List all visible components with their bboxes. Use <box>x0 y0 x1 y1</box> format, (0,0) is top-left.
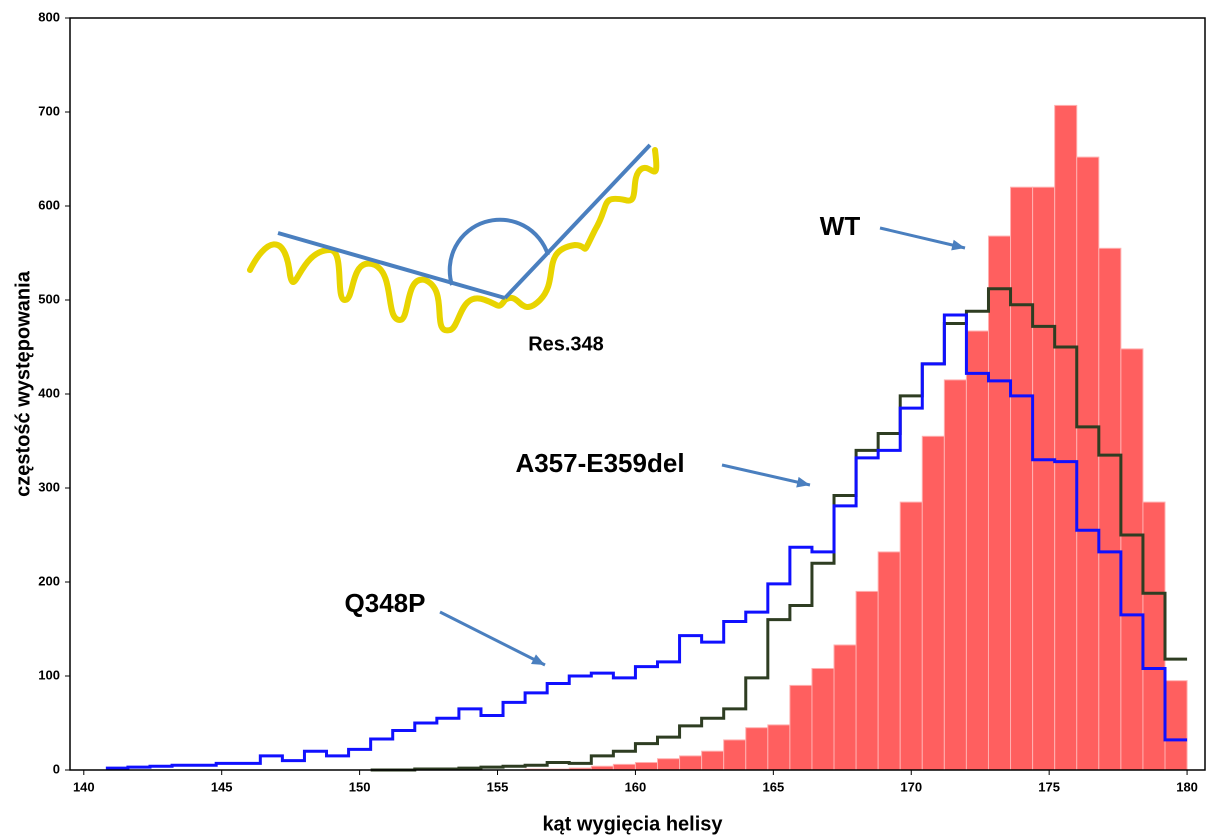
x-tick-label: 155 <box>487 779 509 794</box>
bar <box>1076 156 1100 771</box>
arrow-head <box>951 239 965 251</box>
inset-label: Res.348 <box>528 333 604 355</box>
plot-frame <box>69 17 1206 771</box>
x-tick-label: 145 <box>211 779 233 794</box>
bar <box>745 727 769 771</box>
x-tick-label: 175 <box>1038 779 1060 794</box>
bar <box>767 724 791 771</box>
bar <box>965 330 989 771</box>
bar <box>855 590 879 771</box>
angle-arc <box>447 217 550 286</box>
axis-line-left <box>277 231 506 300</box>
bar <box>1098 247 1122 771</box>
x-tick-label: 150 <box>349 779 371 794</box>
callout-arrow <box>879 226 966 250</box>
arrow-head <box>531 654 545 665</box>
bar <box>987 235 1012 771</box>
step-line <box>370 287 1188 772</box>
helix-coil <box>247 147 660 334</box>
bar <box>1054 104 1078 771</box>
x-tick-label: 180 <box>1176 779 1198 794</box>
y-tick-label: 0 <box>53 761 60 776</box>
arrow-head <box>796 476 810 488</box>
bar <box>789 684 813 771</box>
bar <box>921 435 945 771</box>
bar <box>679 755 703 771</box>
y-tick-label: 400 <box>38 385 60 400</box>
y-tick-label: 800 <box>38 9 60 24</box>
x-axis-label: kąt wygięcia helisy <box>542 813 723 835</box>
callout-arrow <box>439 610 546 667</box>
bar <box>634 761 658 771</box>
legend-label: A357-E359del <box>515 448 684 478</box>
y-tick-label: 100 <box>38 667 60 682</box>
step-line <box>105 313 1188 770</box>
y-tick-label: 600 <box>38 197 60 212</box>
bar <box>612 763 636 771</box>
bar <box>943 379 967 771</box>
bar <box>1142 501 1166 771</box>
y-tick-label: 700 <box>38 103 60 118</box>
bar <box>899 501 923 771</box>
bar <box>877 551 901 771</box>
x-tick-label: 165 <box>762 779 784 794</box>
axis-line-right <box>503 143 652 300</box>
bar <box>833 644 857 771</box>
x-tick-label: 170 <box>900 779 922 794</box>
helix-illustration: Res.348 <box>247 143 660 355</box>
legend-label: Q348P <box>345 588 426 618</box>
bar <box>1120 348 1144 771</box>
bar <box>1010 186 1034 771</box>
y-axis-label: częstość występowania <box>12 270 34 497</box>
bar <box>1164 680 1188 771</box>
bar <box>723 739 747 771</box>
y-tick-label: 500 <box>38 291 60 306</box>
x-tick-label: 160 <box>625 779 647 794</box>
y-tick-label: 300 <box>38 479 60 494</box>
x-tick-label: 140 <box>73 779 95 794</box>
bar <box>656 758 681 771</box>
y-tick-label: 200 <box>38 573 60 588</box>
bar <box>811 667 835 771</box>
bar <box>701 750 725 771</box>
legend-label: WT <box>820 211 861 241</box>
bar <box>1032 186 1056 771</box>
callout-arrow <box>721 463 811 487</box>
plot-area: 0 100 200 300 400 500 600 700 800 140 145 150 155 160… <box>38 9 1206 794</box>
